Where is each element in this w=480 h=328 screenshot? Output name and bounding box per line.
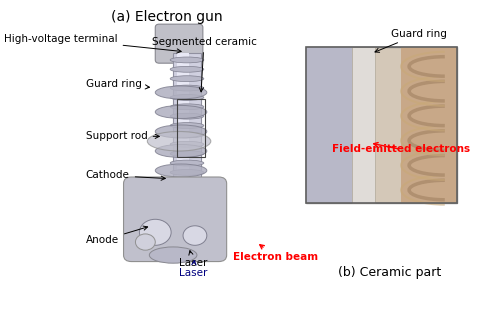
Circle shape: [135, 234, 155, 250]
FancyBboxPatch shape: [155, 24, 203, 63]
Text: Field-emitted electrons: Field-emitted electrons: [332, 143, 470, 154]
Ellipse shape: [155, 125, 207, 138]
Text: High-voltage terminal: High-voltage terminal: [4, 34, 181, 53]
Ellipse shape: [153, 180, 201, 206]
Ellipse shape: [147, 132, 211, 151]
Ellipse shape: [170, 179, 204, 185]
Ellipse shape: [170, 151, 204, 156]
Ellipse shape: [170, 197, 204, 203]
Ellipse shape: [170, 123, 204, 129]
Ellipse shape: [170, 170, 204, 175]
FancyBboxPatch shape: [306, 47, 456, 203]
Text: Guard ring: Guard ring: [375, 29, 447, 52]
Text: Anode: Anode: [86, 226, 148, 245]
Ellipse shape: [155, 164, 207, 177]
Bar: [401, 47, 456, 203]
Ellipse shape: [170, 141, 204, 147]
Ellipse shape: [170, 85, 204, 91]
FancyBboxPatch shape: [123, 177, 227, 261]
Text: Support rod: Support rod: [86, 131, 159, 141]
Bar: [351, 47, 375, 203]
Ellipse shape: [170, 66, 204, 72]
Ellipse shape: [170, 188, 204, 194]
Ellipse shape: [155, 145, 207, 157]
Ellipse shape: [170, 113, 204, 119]
Ellipse shape: [155, 86, 207, 99]
Circle shape: [139, 219, 171, 245]
Text: Cathode: Cathode: [86, 170, 165, 180]
Text: Laser: Laser: [179, 251, 207, 268]
Ellipse shape: [170, 160, 204, 166]
Bar: [177, 53, 189, 222]
Text: Electron beam: Electron beam: [233, 245, 318, 262]
Ellipse shape: [170, 57, 204, 63]
Ellipse shape: [170, 207, 204, 213]
Ellipse shape: [170, 76, 204, 82]
Ellipse shape: [170, 94, 204, 100]
Text: (a) Electron gun: (a) Electron gun: [111, 10, 223, 24]
Text: (b) Ceramic part: (b) Ceramic part: [337, 266, 441, 279]
Circle shape: [183, 226, 207, 245]
Ellipse shape: [149, 247, 197, 263]
Ellipse shape: [170, 132, 204, 138]
Ellipse shape: [170, 216, 204, 222]
Text: Laser: Laser: [179, 261, 207, 278]
Ellipse shape: [170, 104, 204, 110]
Text: Guard ring: Guard ring: [86, 79, 149, 89]
Text: Segmented ceramic: Segmented ceramic: [152, 37, 256, 92]
Bar: [306, 47, 354, 203]
Ellipse shape: [155, 106, 207, 118]
Bar: [173, 53, 201, 222]
Bar: [177, 99, 205, 157]
